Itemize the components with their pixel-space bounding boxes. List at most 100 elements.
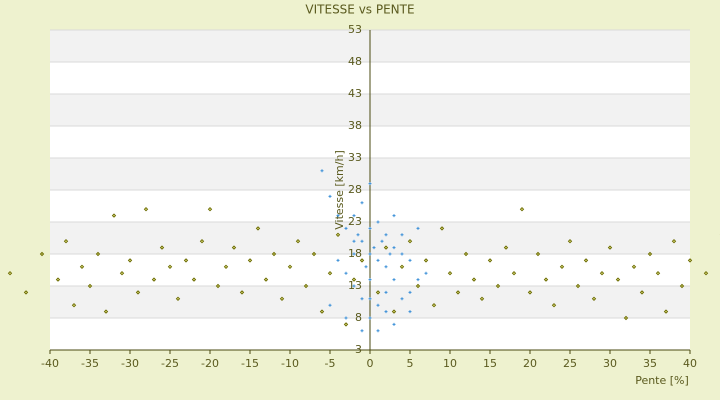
point xyxy=(135,290,141,295)
point xyxy=(103,309,109,314)
point xyxy=(352,284,356,288)
point xyxy=(279,296,285,302)
point xyxy=(527,290,533,295)
x-tick-label: 30 xyxy=(603,357,617,370)
point xyxy=(263,277,269,282)
point xyxy=(320,169,324,173)
point xyxy=(360,329,364,333)
x-tick-label: -10 xyxy=(281,357,299,370)
point xyxy=(247,258,253,263)
point xyxy=(151,277,157,282)
point xyxy=(416,278,420,282)
point xyxy=(23,290,29,295)
x-axis-title: Pente [%] xyxy=(635,374,689,387)
point xyxy=(400,297,404,301)
point xyxy=(352,239,356,243)
point xyxy=(399,264,405,270)
point xyxy=(376,258,380,262)
x-tick-label: -40 xyxy=(41,357,59,370)
point xyxy=(655,270,661,276)
point xyxy=(416,226,420,230)
point xyxy=(255,226,261,231)
point xyxy=(343,322,349,327)
point xyxy=(368,297,372,301)
point xyxy=(471,277,477,282)
point xyxy=(360,239,364,243)
point xyxy=(368,252,372,256)
point xyxy=(376,303,380,307)
point xyxy=(127,258,133,263)
point xyxy=(271,251,277,257)
point xyxy=(384,310,388,314)
point xyxy=(392,246,396,250)
point xyxy=(400,252,404,256)
point xyxy=(671,238,677,244)
point xyxy=(424,271,428,275)
x-tick-label: 0 xyxy=(367,357,374,370)
point xyxy=(503,245,509,250)
point xyxy=(191,277,197,282)
point xyxy=(351,277,357,282)
point xyxy=(408,290,412,294)
point xyxy=(392,214,396,218)
point xyxy=(368,226,372,230)
point xyxy=(7,270,13,276)
point xyxy=(535,251,541,257)
point xyxy=(368,278,372,282)
x-tick-label: -5 xyxy=(325,357,336,370)
point xyxy=(607,245,613,250)
point xyxy=(408,258,412,262)
point xyxy=(111,213,117,218)
point xyxy=(615,277,621,282)
x-tick-label: -20 xyxy=(201,357,219,370)
point xyxy=(599,270,605,276)
point xyxy=(71,302,77,308)
point xyxy=(559,264,565,270)
point xyxy=(388,252,392,256)
x-tick-label: 35 xyxy=(643,357,657,370)
x-tick-label: 15 xyxy=(483,357,497,370)
point xyxy=(372,246,376,250)
point xyxy=(479,296,485,302)
point xyxy=(679,283,685,289)
point xyxy=(207,206,213,212)
point xyxy=(400,233,404,237)
point xyxy=(336,258,340,262)
point xyxy=(63,238,69,244)
x-tick-label: -30 xyxy=(121,357,139,370)
point xyxy=(39,251,45,257)
point xyxy=(511,270,517,276)
point xyxy=(687,258,693,263)
point xyxy=(335,232,341,238)
point xyxy=(328,303,332,307)
point xyxy=(87,283,93,289)
x-tick-label: -25 xyxy=(161,357,179,370)
point xyxy=(231,245,237,250)
point xyxy=(327,270,333,276)
point xyxy=(167,264,173,270)
y-tick-label: 23 xyxy=(348,215,362,228)
point xyxy=(79,264,85,270)
point xyxy=(368,182,372,186)
point xyxy=(567,238,573,244)
point xyxy=(415,283,421,289)
point xyxy=(575,283,581,289)
point xyxy=(223,264,229,270)
point xyxy=(303,283,309,289)
y-tick-label: 33 xyxy=(348,151,362,164)
point xyxy=(487,258,493,263)
point xyxy=(392,322,396,326)
point xyxy=(319,309,325,314)
point xyxy=(663,309,669,314)
point xyxy=(391,309,397,314)
point xyxy=(455,290,461,295)
point xyxy=(431,302,437,308)
point xyxy=(551,302,557,308)
point xyxy=(143,206,149,212)
point xyxy=(423,258,429,263)
point xyxy=(375,290,381,295)
point xyxy=(311,251,317,257)
point xyxy=(159,245,165,250)
x-tick-label: -35 xyxy=(81,357,99,370)
x-tick-label: -15 xyxy=(241,357,259,370)
